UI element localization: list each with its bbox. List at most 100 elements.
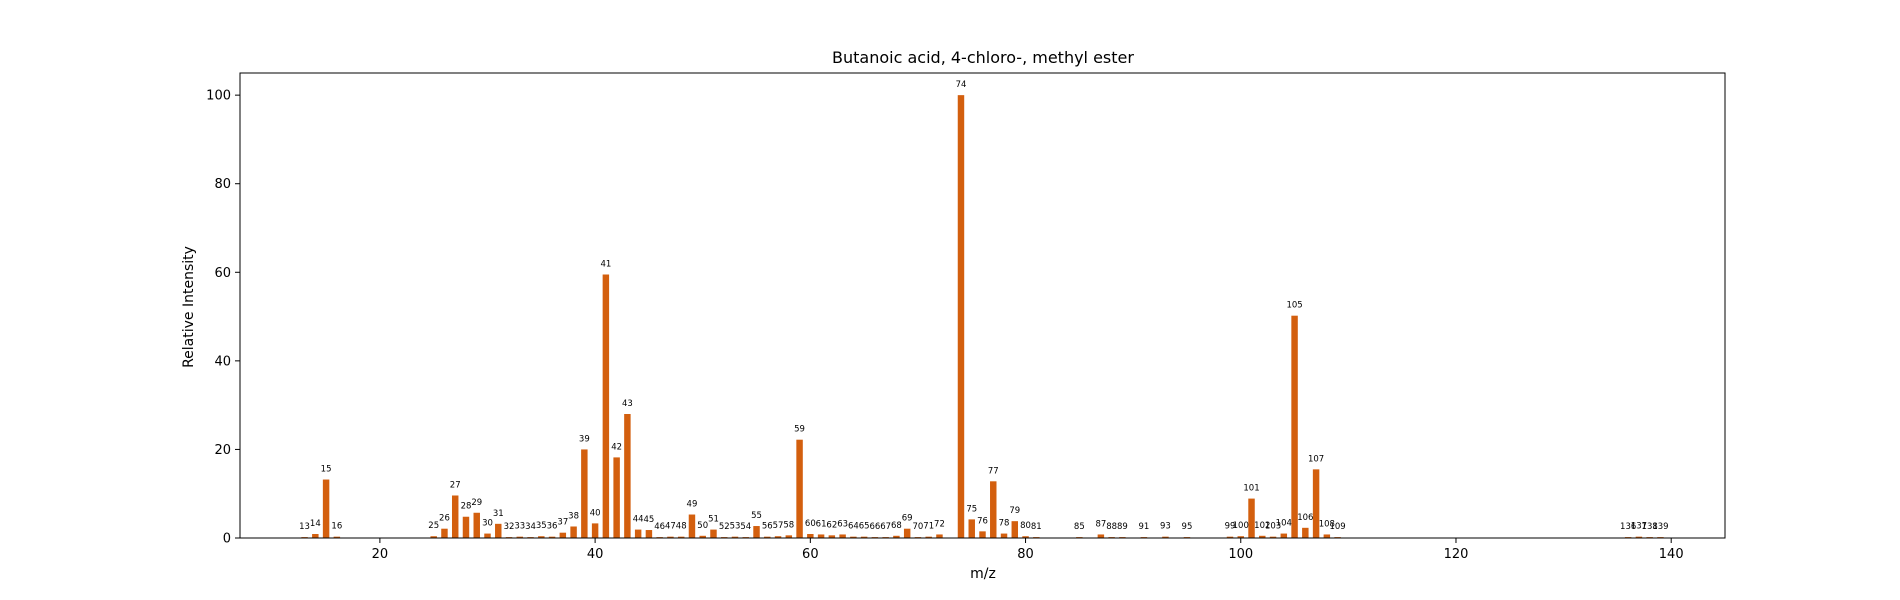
- bar-label-mz-59: 59: [794, 425, 805, 435]
- bar-mz-16: [333, 536, 341, 538]
- bar-label-mz-43: 43: [622, 399, 633, 409]
- bar-mz-65: [860, 536, 868, 538]
- bar-mz-50: [699, 535, 706, 538]
- y-tick-label: 60: [214, 266, 231, 281]
- bar-label-mz-63: 63: [837, 519, 848, 529]
- bar-mz-100: [1237, 536, 1244, 538]
- bar-label-mz-15: 15: [321, 465, 332, 475]
- bar-label-mz-51: 51: [708, 515, 719, 525]
- bar-label-mz-78: 78: [999, 519, 1010, 529]
- bar-mz-71: [925, 536, 932, 538]
- bar-mz-87: [1097, 534, 1105, 538]
- bar-label-mz-70: 70: [913, 522, 924, 532]
- bar-mz-58: [785, 535, 793, 538]
- bar-label-mz-40: 40: [590, 508, 601, 518]
- bar-mz-137: [1635, 536, 1643, 538]
- bar-label-mz-56: 56: [762, 522, 773, 532]
- bar-label-mz-68: 68: [891, 521, 902, 531]
- bar-label-mz-33: 33: [514, 522, 525, 532]
- bar-mz-45: [645, 530, 653, 538]
- bar-mz-40: [591, 523, 599, 538]
- bar-mz-51: [710, 529, 717, 538]
- bar-mz-75: [968, 519, 975, 538]
- bar-label-mz-77: 77: [988, 466, 999, 476]
- bar-label-mz-61: 61: [816, 519, 827, 529]
- bar-label-mz-13: 13: [299, 522, 310, 532]
- bar-mz-14: [312, 534, 319, 538]
- bar-label-mz-36: 36: [547, 522, 558, 532]
- bar-label-mz-54: 54: [740, 522, 751, 532]
- bar-mz-60: [807, 534, 814, 538]
- bar-label-mz-87: 87: [1095, 519, 1106, 529]
- bar-label-mz-29: 29: [471, 498, 482, 508]
- bar-label-mz-139: 139: [1652, 522, 1668, 532]
- bar-label-mz-93: 93: [1160, 522, 1171, 532]
- bar-mz-27: [451, 495, 459, 538]
- bar-label-mz-64: 64: [848, 522, 859, 532]
- bar-label-mz-95: 95: [1182, 522, 1193, 532]
- bar-label-mz-39: 39: [579, 434, 590, 444]
- bar-mz-39: [581, 449, 588, 538]
- bar-label-mz-26: 26: [439, 514, 450, 524]
- bar-label-mz-103: 103: [1265, 522, 1281, 532]
- bar-mz-43: [624, 414, 631, 538]
- bar-label-mz-102: 102: [1254, 521, 1270, 531]
- bar-mz-63: [839, 534, 846, 538]
- bar-label-mz-88: 88: [1106, 522, 1117, 532]
- bar-label-mz-60: 60: [805, 519, 816, 529]
- bar-mz-55: [753, 526, 760, 538]
- bar-mz-107: [1312, 469, 1320, 538]
- bar-mz-41: [602, 274, 610, 538]
- bar-label-mz-89: 89: [1117, 522, 1128, 532]
- bar-label-mz-91: 91: [1138, 522, 1149, 532]
- bar-label-mz-75: 75: [966, 504, 977, 514]
- bar-label-mz-69: 69: [902, 514, 913, 524]
- bar-label-mz-138: 138: [1642, 522, 1658, 532]
- bar-label-mz-79: 79: [1009, 506, 1020, 516]
- bar-label-mz-67: 67: [880, 522, 891, 532]
- y-tick-label: 40: [214, 354, 231, 369]
- bar-label-mz-72: 72: [934, 519, 945, 529]
- x-tick-label: 140: [1659, 547, 1684, 562]
- y-tick-label: 80: [214, 177, 231, 192]
- bar-mz-38: [570, 526, 577, 538]
- bar-mz-59: [796, 439, 803, 538]
- bar-mz-15: [322, 479, 330, 538]
- bars-group: [301, 95, 1664, 538]
- bar-label-mz-57: 57: [773, 521, 784, 531]
- bar-mz-93: [1162, 536, 1169, 538]
- bar-label-mz-100: 100: [1233, 521, 1249, 531]
- bar-mz-104: [1280, 533, 1288, 538]
- bar-mz-72: [936, 534, 943, 538]
- bar-mz-36: [548, 536, 556, 538]
- bar-mz-106: [1302, 527, 1309, 538]
- bar-label-mz-25: 25: [428, 521, 439, 531]
- bar-mz-26: [441, 528, 448, 538]
- bar-label-mz-45: 45: [643, 515, 654, 525]
- bar-label-mz-34: 34: [525, 522, 536, 532]
- bar-mz-47: [667, 536, 674, 538]
- bar-mz-56: [764, 536, 771, 538]
- bar-mz-76: [979, 531, 986, 538]
- x-axis-ticks: 20 40 60 80 100 120 140: [372, 538, 1684, 562]
- bar-label-mz-58: 58: [783, 520, 794, 530]
- x-tick-label: 120: [1444, 547, 1469, 562]
- bar-label-mz-106: 106: [1297, 513, 1313, 523]
- bar-label-mz-46: 46: [654, 522, 665, 532]
- bar-label-mz-71: 71: [923, 522, 934, 532]
- bar-label-mz-74: 74: [956, 80, 967, 90]
- bar-label-mz-48: 48: [676, 522, 687, 532]
- bar-mz-53: [731, 536, 739, 538]
- bar-label-mz-107: 107: [1308, 454, 1324, 464]
- bar-label-mz-44: 44: [633, 515, 644, 525]
- bar-label-mz-52: 52: [719, 522, 730, 532]
- chart-title: Butanoic acid, 4-chloro-, methyl ester: [832, 48, 1134, 67]
- x-tick-label: 40: [587, 547, 604, 562]
- y-tick-label: 100: [206, 89, 231, 104]
- x-axis-label: m/z: [970, 566, 996, 582]
- bar-label-mz-108: 108: [1319, 519, 1335, 529]
- bar-mz-57: [774, 536, 782, 538]
- bar-mz-101: [1248, 498, 1255, 538]
- bar-mz-30: [484, 533, 491, 538]
